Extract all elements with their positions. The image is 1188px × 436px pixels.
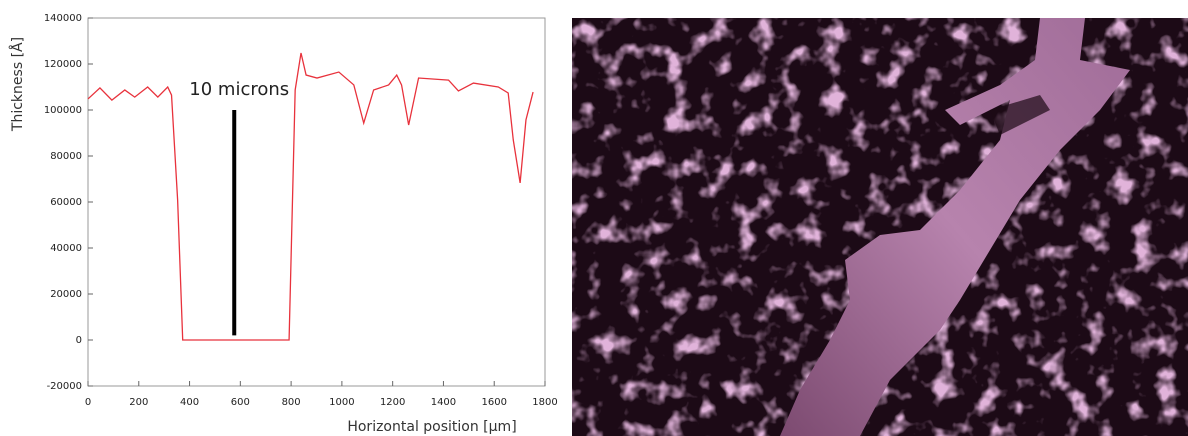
y-tick-label: 40000 [50, 243, 82, 254]
annotation: 10 microns [189, 79, 289, 100]
x-tick-label: 800 [282, 397, 301, 408]
y-axis-title: Thickness [Å] [9, 37, 26, 132]
x-tick-label: 1600 [481, 397, 506, 408]
film-hole [990, 95, 1050, 135]
y-tick-label: 0 [76, 335, 82, 346]
micrograph [572, 18, 1188, 436]
y-tick-label: 60000 [50, 197, 82, 208]
y-tick-label: 120000 [44, 59, 82, 70]
x-tick-label: 400 [180, 397, 199, 408]
x-tick-label: 1200 [380, 397, 405, 408]
x-tick-label: 1000 [329, 397, 354, 408]
x-tick-label: 1400 [431, 397, 456, 408]
y-tick-label: -20000 [47, 381, 82, 392]
x-tick-label: 600 [231, 397, 250, 408]
data-line [87, 52, 534, 341]
film-strip [780, 18, 1130, 436]
plot-frame [87, 17, 546, 387]
y-tick-label: 20000 [50, 289, 82, 300]
x-tick-label: 0 [85, 397, 91, 408]
x-tick-label: 1800 [532, 397, 557, 408]
x-axis-title: Horizontal position [μm] [347, 419, 516, 435]
x-tick-label: 200 [129, 397, 148, 408]
plot [87, 52, 534, 341]
y-tick-label: 100000 [44, 105, 82, 116]
y-tick-label: 140000 [44, 13, 82, 24]
y-tick-label: 80000 [50, 151, 82, 162]
